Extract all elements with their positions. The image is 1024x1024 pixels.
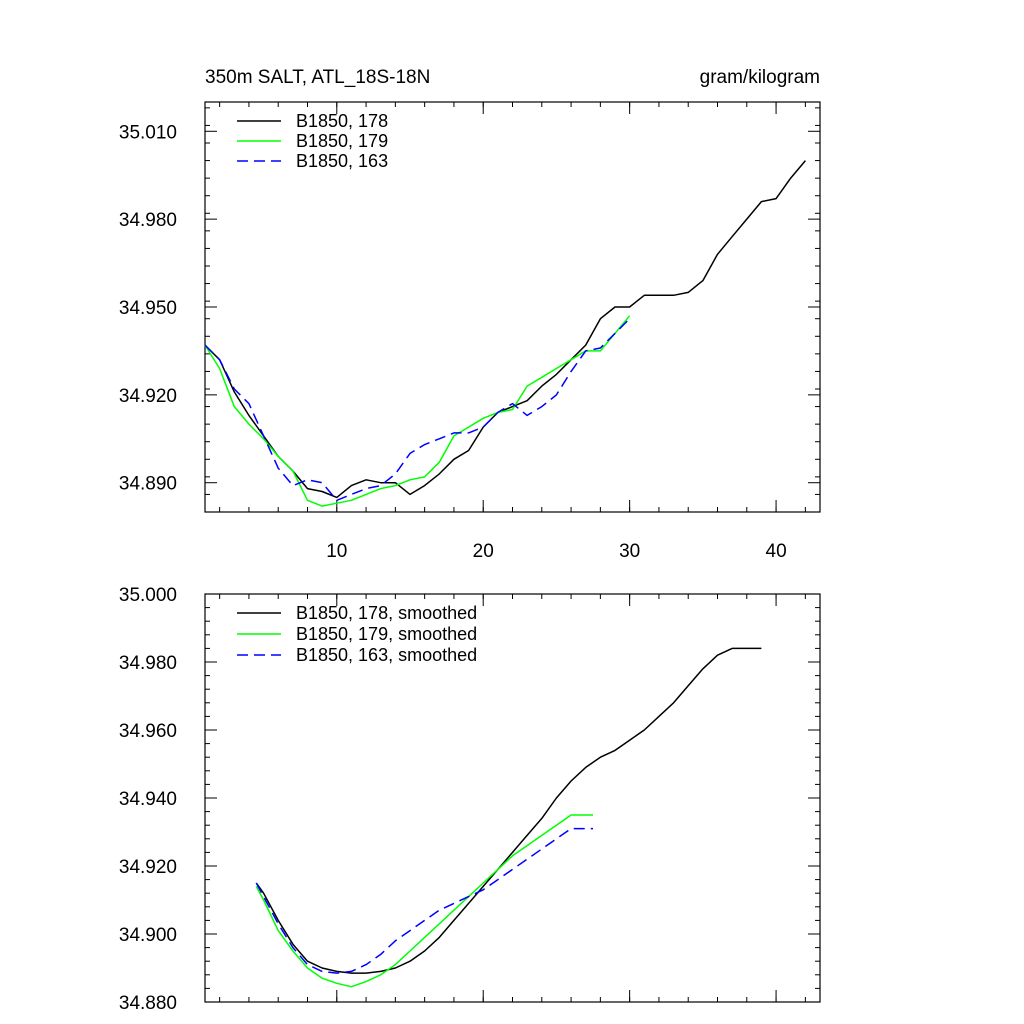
y-tick-label: 34.980: [119, 653, 177, 674]
legend-label: B1850, 179, smoothed: [296, 624, 477, 644]
x-tick-label: 40: [766, 541, 787, 562]
y-tick-label: 34.890: [119, 474, 177, 495]
legend-label: B1850, 178, smoothed: [296, 603, 477, 623]
tick-marks: [205, 593, 820, 1003]
y-tick-label: 34.940: [119, 789, 177, 810]
legend-label: B1850, 179: [296, 131, 388, 151]
x-tick-label: 30: [619, 541, 640, 562]
data-series: [204, 160, 806, 507]
legend-label: B1850, 163, smoothed: [296, 645, 477, 665]
top-panel: 350m SALT, ATL_18S-18N gram/kilogram 34.…: [119, 67, 821, 562]
series-line-1: [204, 160, 806, 499]
x-tick-labels: 10 20 30 40: [326, 541, 786, 562]
units-label: gram/kilogram: [700, 67, 820, 88]
series-line-2: [204, 315, 631, 507]
legend-label: B1850, 178: [296, 111, 388, 131]
series-line-3: [255, 827, 593, 974]
y-tick-label: 34.880: [119, 993, 177, 1014]
y-tick-label: 34.920: [119, 386, 177, 407]
y-tick-label: 34.900: [119, 925, 177, 946]
y-tick-label: 35.010: [119, 122, 177, 143]
legend-label: B1850, 163: [296, 151, 388, 171]
x-tick-label: 20: [473, 541, 494, 562]
tick-marks: [205, 102, 820, 513]
chart-title: 350m SALT, ATL_18S-18N: [205, 67, 430, 88]
series-line-1: [255, 647, 762, 974]
bottom-panel: 34.880 34.900 34.920 34.940 34.960 34.980 35.0…: [119, 585, 821, 1014]
y-tick-labels: 34.880 34.900 34.920 34.940 34.960 34.980 35.0…: [119, 585, 177, 1014]
y-tick-label: 34.980: [119, 210, 177, 231]
y-tick-label: 35.000: [119, 585, 177, 606]
y-tick-label: 34.950: [119, 298, 177, 319]
y-tick-label: 34.920: [119, 857, 177, 878]
series-line-2: [255, 814, 593, 988]
y-tick-label: 34.960: [119, 721, 177, 742]
x-tick-label: 10: [326, 541, 347, 562]
series-line-3: [204, 318, 631, 502]
y-tick-labels: 34.890 34.920 34.950 34.980 35.010: [119, 122, 177, 494]
data-series: [255, 647, 762, 988]
